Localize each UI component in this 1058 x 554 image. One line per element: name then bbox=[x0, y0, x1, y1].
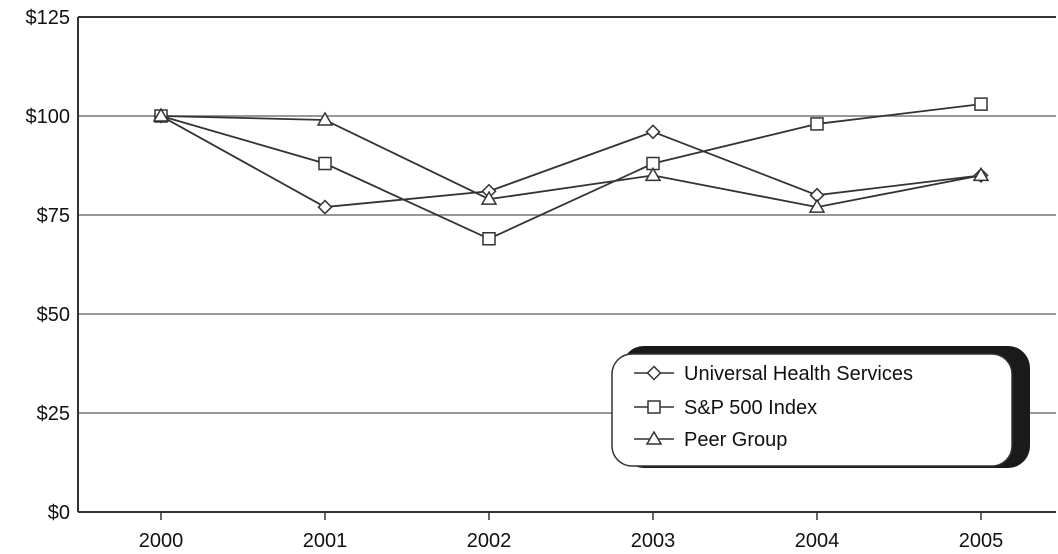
y-tick-label: $100 bbox=[26, 106, 71, 128]
data-point-s-p-500-index bbox=[810, 117, 824, 131]
x-tick-label: 2003 bbox=[631, 530, 676, 552]
data-point-peer-group bbox=[644, 166, 662, 182]
y-tick-label: $0 bbox=[48, 502, 70, 524]
legend-marker-universal-health-services bbox=[646, 365, 662, 381]
x-axis-ticks: 2000 2001 2002 2003 2004 2005 bbox=[139, 512, 1004, 552]
y-tick-label: $75 bbox=[37, 205, 70, 227]
series-line-s-p-500-index bbox=[160, 103, 982, 240]
x-tick-label: 2005 bbox=[959, 530, 1004, 552]
y-axis-ticks: $0 $25 $50 $75 $100 $125 bbox=[26, 7, 71, 524]
x-tick-label: 2000 bbox=[139, 530, 184, 552]
data-point-s-p-500-index bbox=[318, 156, 332, 171]
data-point-s-p-500-index bbox=[482, 232, 496, 246]
data-point-peer-group bbox=[808, 198, 826, 213]
legend-box bbox=[611, 353, 1013, 467]
y-tick-label: $50 bbox=[37, 304, 70, 326]
legend-label-universal-health-services: Universal Health Services bbox=[684, 363, 913, 385]
series-layer bbox=[152, 97, 990, 246]
x-tick-label: 2004 bbox=[795, 530, 840, 552]
data-point-peer-group bbox=[316, 111, 334, 126]
x-tick-label: 2002 bbox=[467, 530, 512, 552]
data-point-peer-group bbox=[972, 166, 990, 182]
axes bbox=[77, 16, 1056, 513]
legend-label-peer-group: Peer Group bbox=[684, 429, 787, 451]
data-point-peer-group bbox=[480, 190, 498, 205]
data-point-universal-health-services bbox=[645, 124, 661, 140]
legend: Universal Health Services S&P 500 Index Pe… bbox=[611, 346, 1030, 468]
series-line-universal-health-services bbox=[160, 115, 982, 209]
legend-label-s-p-500-index: S&P 500 Index bbox=[684, 397, 817, 419]
series-line-peer-group bbox=[160, 115, 982, 208]
data-point-s-p-500-index bbox=[974, 97, 988, 111]
y-tick-label: $25 bbox=[37, 403, 70, 425]
data-point-peer-group bbox=[152, 107, 170, 122]
x-tick-label: 2001 bbox=[303, 530, 348, 552]
legend-marker-s-p-500-index bbox=[647, 400, 661, 414]
legend-marker-peer-group bbox=[645, 430, 663, 445]
data-point-universal-health-services bbox=[317, 199, 333, 215]
y-tick-label: $125 bbox=[26, 7, 71, 29]
